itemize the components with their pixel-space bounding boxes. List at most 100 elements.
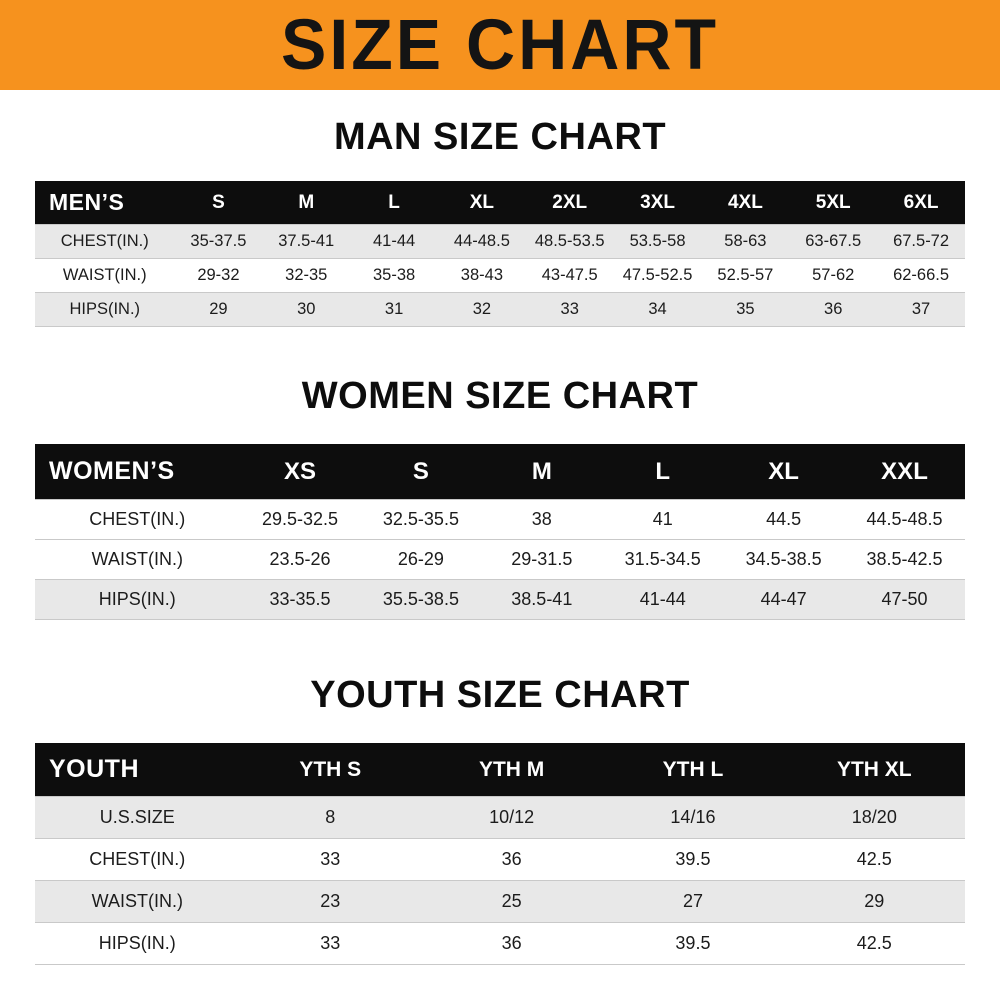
value-cell: 33: [560, 300, 579, 318]
value-cell: 26-29: [397, 549, 444, 569]
value-cell: 44.5: [766, 509, 802, 529]
men-section: MAN SIZE CHART MEN’S S M L XL 2XL 3XL 4XL 5XL 6XL…: [0, 116, 1000, 327]
table-row: HIPS(IN.) 33-35.5 35.5-38.5 38.5-41 41-44 44-…: [35, 579, 965, 620]
value-cell: 62-66.5: [893, 266, 950, 284]
table-row: CHEST(IN.) 29.5-32.5 32.5-35.5 38 41 44.5 44.5…: [35, 499, 965, 540]
value-cell: 38.5-42.5: [866, 549, 943, 569]
value-cell: 35.5-38.5: [382, 589, 459, 609]
value-cell: 53.5-58: [629, 232, 686, 250]
table-row: HIPS(IN.) 29 30 31 32 33 34 35 36 37: [35, 292, 965, 327]
value-cell: 35-38: [372, 266, 416, 284]
column-header-cell: XS: [239, 444, 361, 500]
column-header-cell: M: [481, 444, 603, 500]
value-cell: 29-32: [197, 266, 240, 284]
value-cell: 41: [652, 509, 673, 529]
table-header-row: WOMEN’S XS S M L XL XXL: [35, 444, 965, 500]
value-cell: 38: [531, 509, 552, 529]
value-cell: 35: [736, 300, 755, 318]
column-header-cell: 6XL: [877, 181, 965, 225]
row-label-cell: WAIST(IN.): [62, 266, 147, 284]
row-label-cell: WAIST(IN.): [91, 549, 183, 569]
value-cell: 47-50: [881, 589, 928, 609]
row-label-cell: HIPS(IN.): [98, 933, 176, 953]
value-cell: 33-35.5: [269, 589, 331, 609]
value-cell: 35-37.5: [190, 232, 247, 250]
column-header-cell: YTH XL: [783, 743, 965, 797]
value-cell: 32-35: [285, 266, 328, 284]
row-label-cell: CHEST(IN.): [89, 849, 186, 869]
column-header-cell: 2XL: [525, 181, 614, 225]
size-chart-banner: SIZE CHART: [0, 0, 1000, 90]
table-row: WAIST(IN.) 29-32 32-35 35-38 38-43 43-47.5 47.…: [35, 258, 965, 293]
value-cell: 8: [325, 807, 336, 827]
value-cell: 47.5-52.5: [622, 266, 693, 284]
value-cell: 42.5: [856, 849, 892, 869]
value-cell: 30: [297, 300, 316, 318]
value-cell: 29-31.5: [511, 549, 573, 569]
column-header-cell: YTH M: [420, 743, 603, 797]
value-cell: 44.5-48.5: [866, 509, 943, 529]
men-section-heading: MAN SIZE CHART: [333, 116, 667, 158]
column-header-cell: S: [360, 444, 482, 500]
row-label-cell: U.S.SIZE: [99, 807, 175, 827]
table-row: WAIST(IN.) 23 25 27 29: [35, 880, 965, 923]
value-cell: 44-48.5: [453, 232, 510, 250]
table-corner-label: MEN’S: [35, 181, 175, 225]
column-header-cell: XL: [723, 444, 845, 500]
table-header-row: YOUTH YTH S YTH M YTH L YTH XL: [35, 743, 965, 797]
value-cell: 39.5: [675, 849, 711, 869]
table-row: CHEST(IN.) 35-37.5 37.5-41 41-44 44-48.5 48.5…: [35, 224, 965, 259]
table-corner-label: WOMEN’S: [35, 444, 240, 500]
table-row: U.S.SIZE 8 10/12 14/16 18/20: [35, 796, 965, 839]
value-cell: 34.5-38.5: [745, 549, 822, 569]
value-cell: 33: [320, 933, 341, 953]
value-cell: 36: [501, 933, 522, 953]
value-cell: 44-47: [760, 589, 807, 609]
value-cell: 27: [682, 891, 703, 911]
column-header-cell: 3XL: [613, 181, 702, 225]
column-header-cell: L: [602, 444, 724, 500]
value-cell: 36: [824, 300, 843, 318]
value-cell: 23.5-26: [269, 549, 331, 569]
value-cell: 23: [320, 891, 341, 911]
table-header-row: MEN’S S M L XL 2XL 3XL 4XL 5XL 6XL: [35, 181, 965, 225]
value-cell: 32: [472, 300, 492, 318]
table-corner-label: YOUTH: [35, 743, 240, 797]
youth-section: YOUTH SIZE CHART YOUTH YTH S YTH M YTH L YTH…: [0, 674, 1000, 965]
table-row: WAIST(IN.) 23.5-26 26-29 29-31.5 31.5-34.5 34…: [35, 539, 965, 580]
value-cell: 33: [320, 849, 341, 869]
column-header-cell: YTH S: [239, 743, 421, 797]
value-cell: 34: [648, 300, 667, 318]
value-cell: 41-44: [372, 232, 416, 250]
column-header-cell: L: [350, 181, 438, 225]
value-cell: 41-44: [639, 589, 686, 609]
row-label-cell: HIPS(IN.): [69, 300, 141, 318]
value-cell: 10/12: [489, 807, 535, 827]
value-cell: 67.5-72: [893, 232, 950, 250]
value-cell: 48.5-53.5: [534, 232, 605, 250]
table-row: CHEST(IN.) 33 36 39.5 42.5: [35, 838, 965, 881]
women-size-table: WOMEN’S XS S M L XL XXL CHEST(IN.) 29.5-32.5 32.5…: [35, 444, 965, 620]
value-cell: 52.5-57: [717, 266, 774, 284]
value-cell: 37.5-41: [278, 232, 335, 250]
women-section: WOMEN SIZE CHART WOMEN’S XS S M L XL XXL CHEST(…: [0, 375, 1000, 620]
value-cell: 42.5: [856, 933, 892, 953]
value-cell: 29.5-32.5: [262, 509, 339, 529]
value-cell: 31: [384, 300, 404, 318]
column-header-cell: YTH L: [602, 743, 784, 797]
column-header-cell: S: [174, 181, 263, 225]
row-label-cell: WAIST(IN.): [91, 891, 183, 911]
banner-title: SIZE CHART: [281, 5, 719, 85]
value-cell: 58-63: [724, 232, 767, 250]
men-size-table: MEN’S S M L XL 2XL 3XL 4XL 5XL 6XL CHEST(IN.) 35-37…: [35, 181, 965, 327]
column-header-cell: XL: [437, 181, 526, 225]
value-cell: 63-67.5: [805, 232, 862, 250]
value-cell: 37: [911, 300, 931, 318]
row-label-cell: HIPS(IN.): [98, 589, 176, 609]
row-label-cell: CHEST(IN.): [60, 232, 149, 250]
youth-section-heading: YOUTH SIZE CHART: [310, 674, 690, 716]
table-row: HIPS(IN.) 33 36 39.5 42.5: [35, 922, 965, 965]
column-header-cell: 4XL: [701, 181, 790, 225]
column-header-cell: XXL: [844, 444, 965, 500]
column-header-cell: 5XL: [789, 181, 878, 225]
